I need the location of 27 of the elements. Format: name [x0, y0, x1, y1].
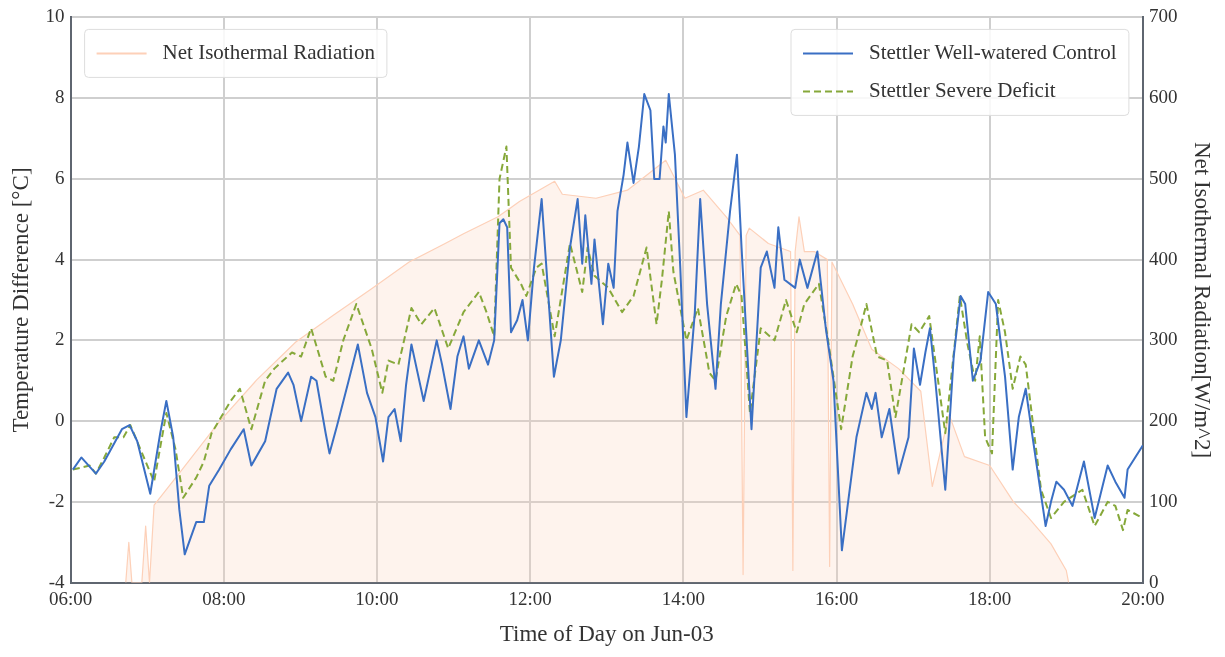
- y-tick-label: 6: [55, 166, 65, 188]
- x-axis-title: Time of Day on Jun-03: [499, 621, 714, 647]
- y-tick-label: 0: [55, 409, 65, 431]
- y2-tick-label: 400: [1148, 247, 1178, 269]
- x-tick-label: 10:00: [355, 587, 399, 609]
- y2-tick-label: 100: [1148, 489, 1178, 511]
- y-tick-label: 4: [55, 247, 66, 269]
- y2-tick-label: 600: [1148, 86, 1178, 108]
- legend-label: Stettler Severe Deficit: [869, 77, 1056, 102]
- x-tick-label: 12:00: [508, 587, 552, 609]
- y2-tick-label: 500: [1148, 166, 1178, 188]
- y-tick-label: 2: [55, 328, 65, 350]
- legend-label: Net Isothermal Radiation: [162, 39, 376, 64]
- y-tick-label: 8: [55, 86, 65, 108]
- x-tick-label: 08:00: [202, 587, 246, 609]
- x-tick-label: 18:00: [968, 587, 1012, 609]
- y-tick-label: 10: [45, 5, 65, 27]
- y2-axis-title: Net Isothermal Radiation[W/m^2]: [1190, 141, 1216, 459]
- line-series: [71, 145, 1143, 532]
- y2-tick-label: 200: [1148, 409, 1178, 431]
- y2-tick-label: 300: [1148, 328, 1178, 350]
- y-tick-label: -2: [48, 489, 65, 511]
- x-tick-label: 16:00: [814, 587, 859, 609]
- y2-tick-label: 700: [1148, 5, 1178, 27]
- y-axis-title: Temperature Difference [°C]: [7, 167, 33, 433]
- legend-label: Stettler Well-watered Control: [869, 39, 1117, 64]
- x-tick-label: 14:00: [661, 587, 705, 609]
